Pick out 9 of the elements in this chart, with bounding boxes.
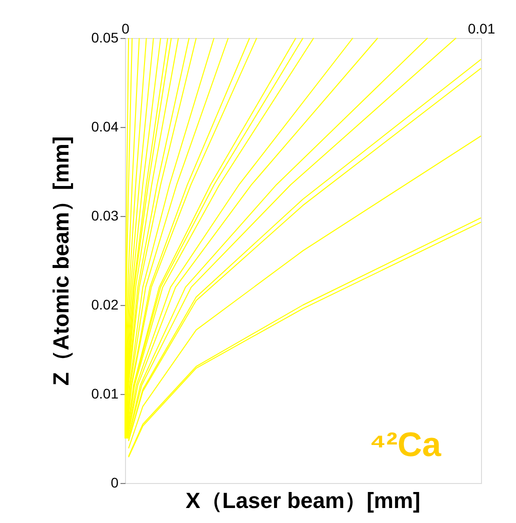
y-tick-label: 0.05 [91,30,119,46]
y-tick-label: 0.03 [91,208,119,224]
x-axis-title: X（Laser beam）[mm] [186,488,420,513]
annotation: ⁴²Ca [369,426,442,464]
y-tick-label: 0.02 [91,296,119,312]
y-tick-label: 0 [110,474,119,490]
y-tick-label: 0.04 [91,118,119,134]
y-axis-title: Z（Atomic beam）[mm] [48,136,74,386]
y-tick-label: 0.01 [91,386,119,402]
